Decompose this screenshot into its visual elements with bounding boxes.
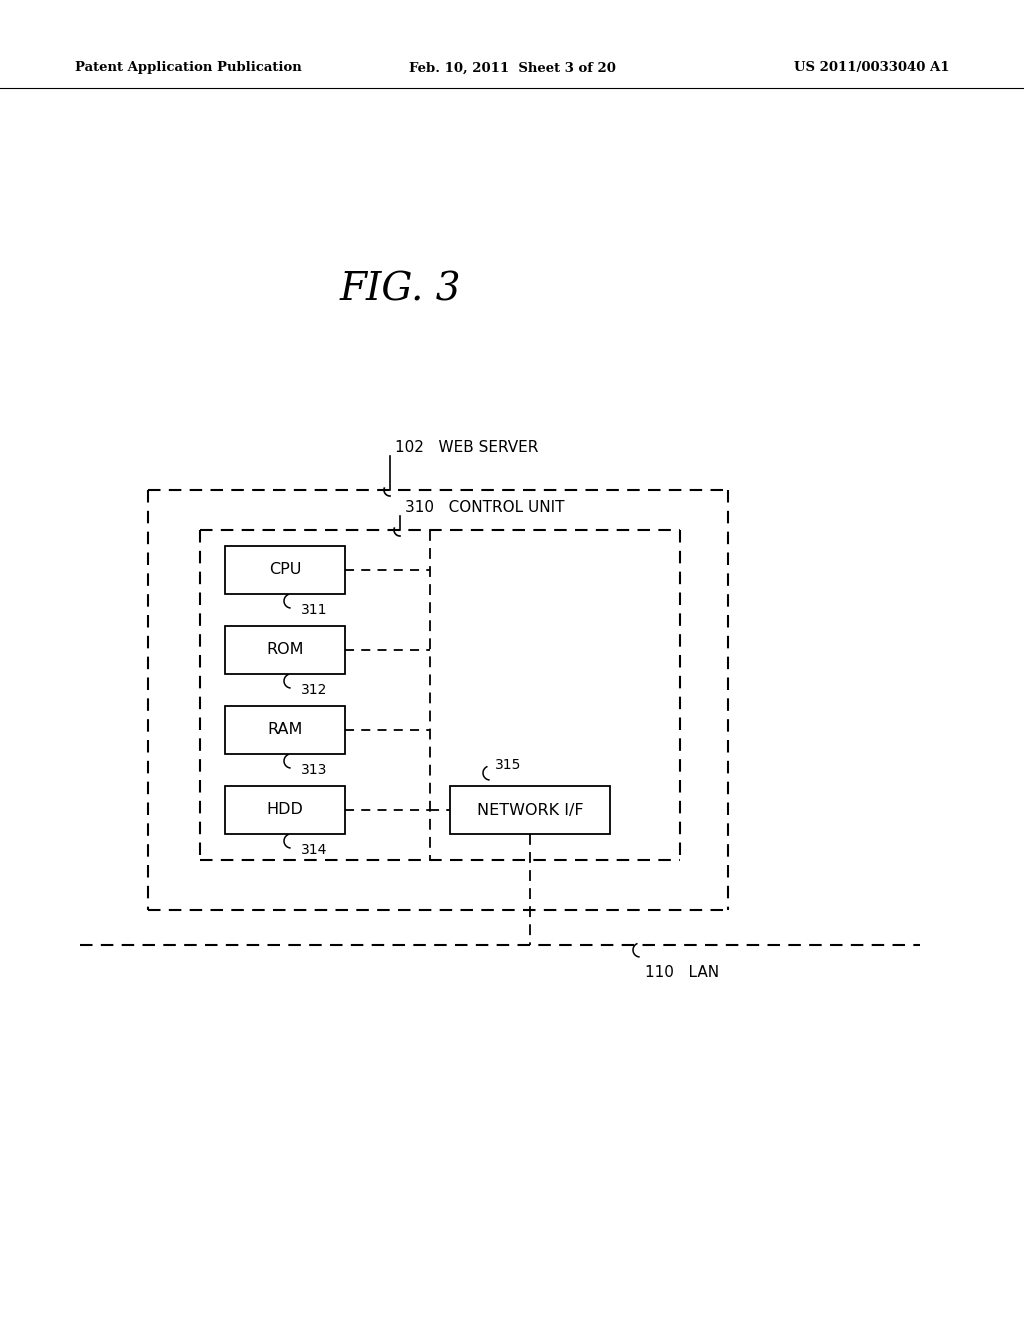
Text: 314: 314 bbox=[301, 843, 328, 857]
Text: 110   LAN: 110 LAN bbox=[645, 965, 719, 979]
Text: NETWORK I/F: NETWORK I/F bbox=[477, 803, 584, 817]
Text: US 2011/0033040 A1: US 2011/0033040 A1 bbox=[794, 62, 949, 74]
Text: 102   WEB SERVER: 102 WEB SERVER bbox=[395, 441, 539, 455]
Bar bbox=[225, 706, 345, 754]
Text: ROM: ROM bbox=[266, 643, 304, 657]
Text: 312: 312 bbox=[301, 682, 328, 697]
Text: 310   CONTROL UNIT: 310 CONTROL UNIT bbox=[406, 500, 564, 516]
Bar bbox=[450, 785, 610, 834]
Bar bbox=[225, 785, 345, 834]
Text: 313: 313 bbox=[301, 763, 328, 777]
Text: 315: 315 bbox=[495, 758, 521, 772]
Text: RAM: RAM bbox=[267, 722, 303, 738]
Text: Feb. 10, 2011  Sheet 3 of 20: Feb. 10, 2011 Sheet 3 of 20 bbox=[409, 62, 615, 74]
Text: CPU: CPU bbox=[269, 562, 301, 578]
Text: FIG. 3: FIG. 3 bbox=[339, 272, 461, 309]
Bar bbox=[225, 626, 345, 675]
Text: HDD: HDD bbox=[266, 803, 303, 817]
Bar bbox=[225, 546, 345, 594]
Text: 311: 311 bbox=[301, 603, 328, 616]
Text: Patent Application Publication: Patent Application Publication bbox=[75, 62, 302, 74]
